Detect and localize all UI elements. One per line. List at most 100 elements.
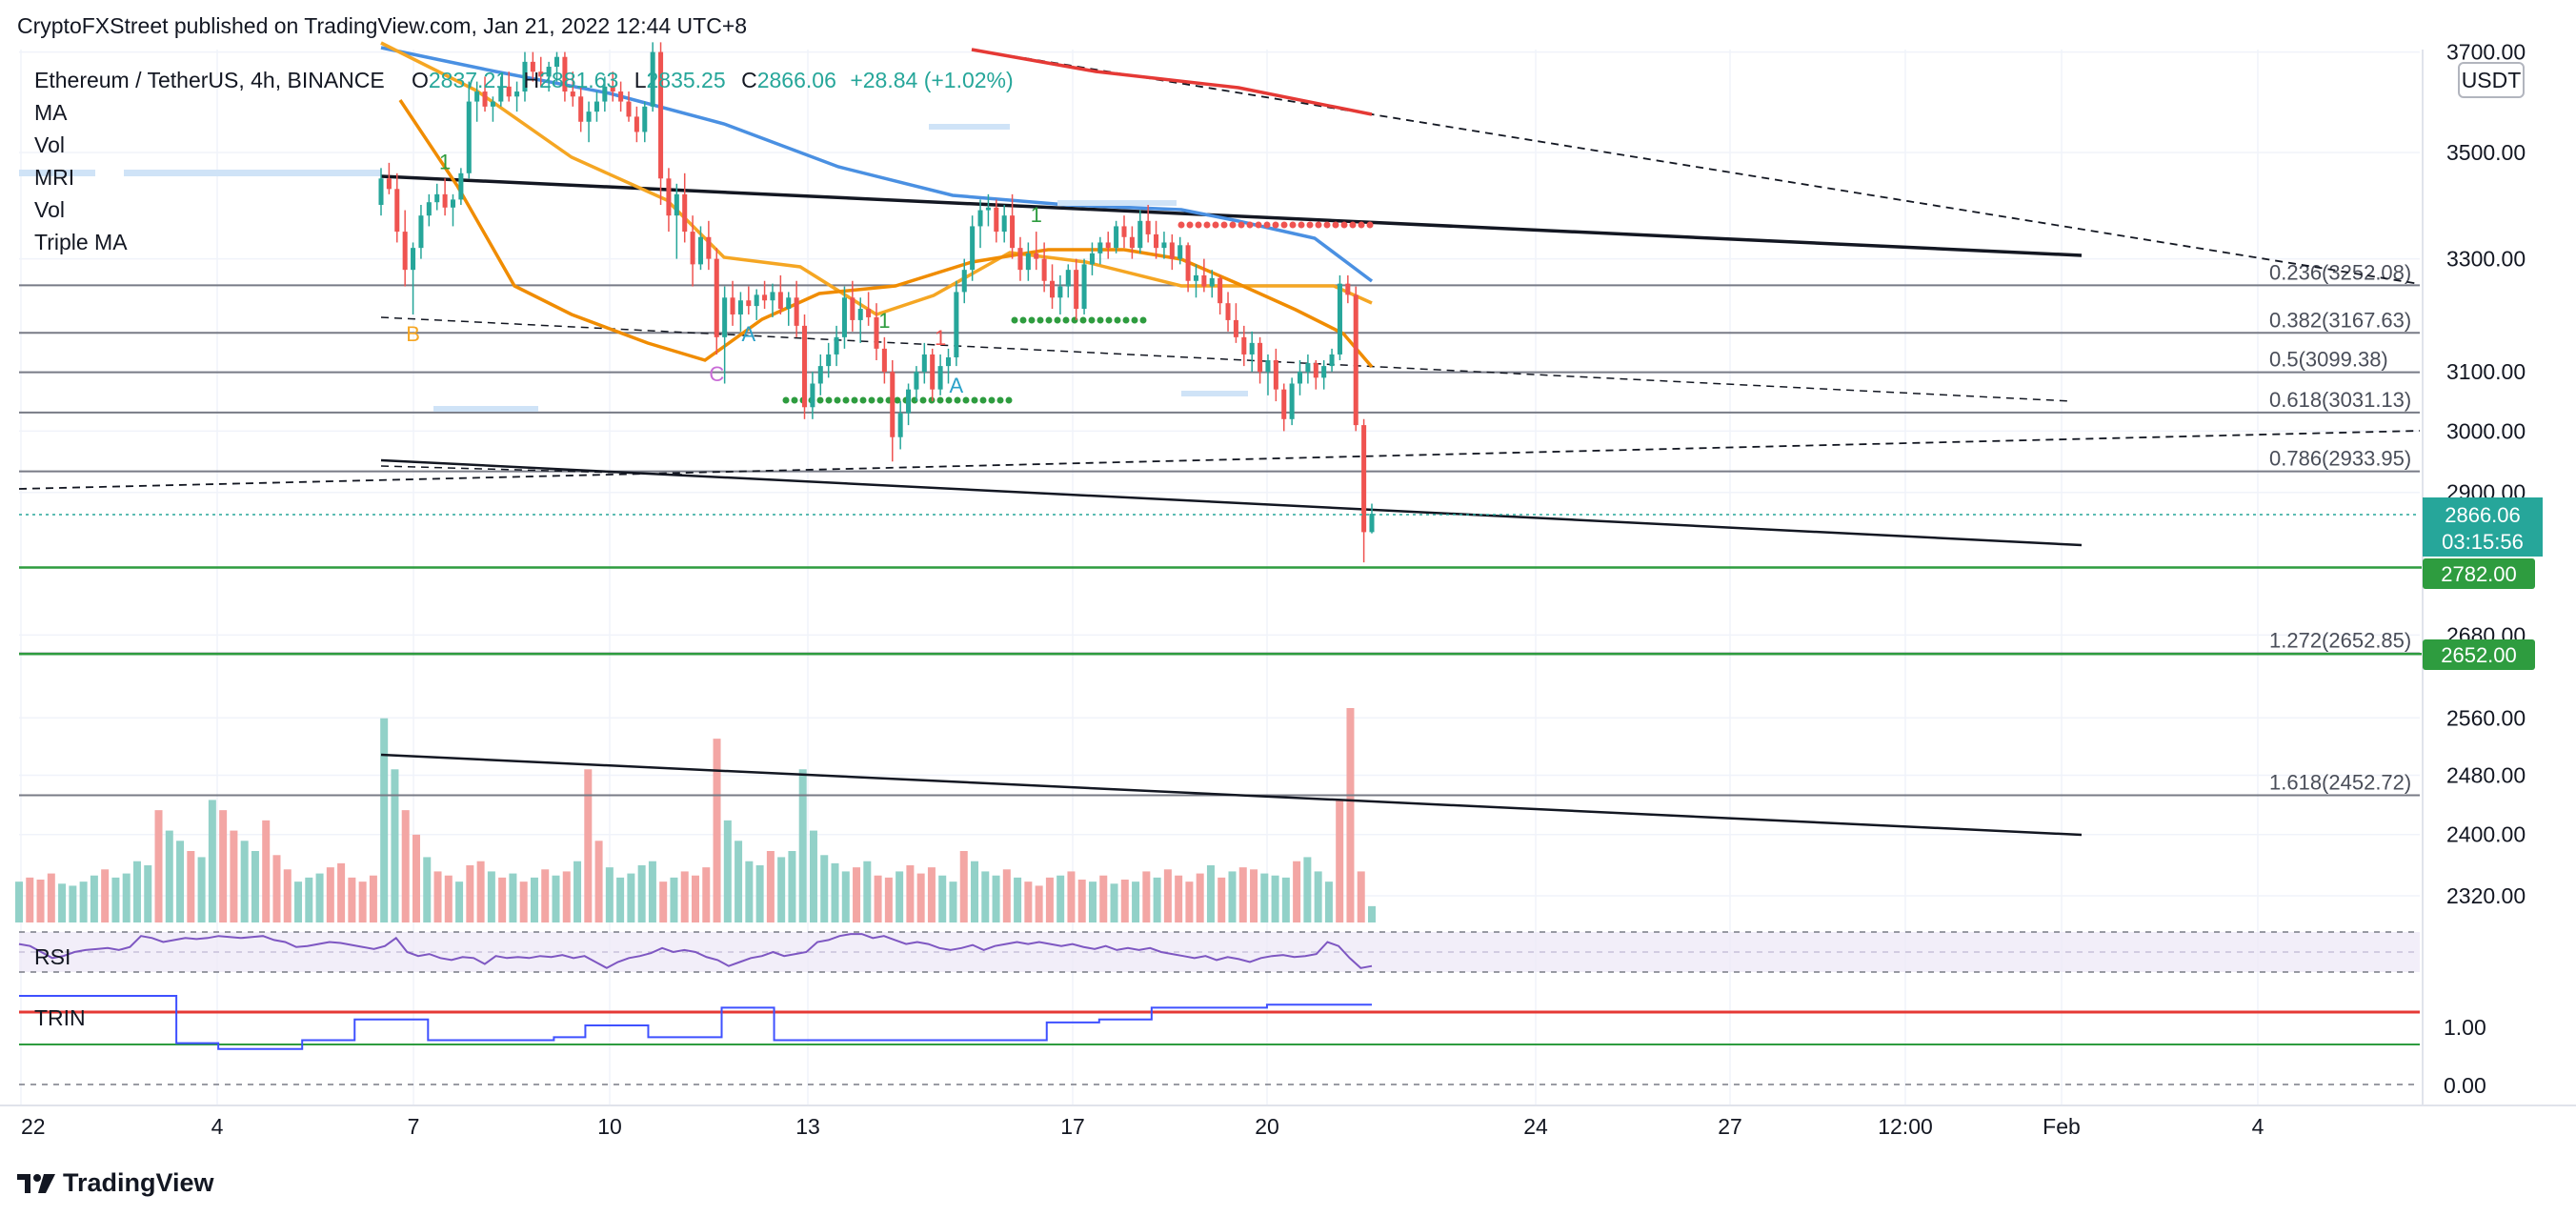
volume-bar (637, 865, 646, 922)
volume-bar (69, 885, 77, 922)
volume-bar (831, 862, 839, 922)
resistance-dot (1340, 221, 1348, 229)
support-dot (1019, 316, 1027, 324)
candle-body (1258, 342, 1263, 373)
price-axis[interactable]: 3700.003500.003300.003100.003000.002900.… (2446, 40, 2526, 908)
candle-body (770, 292, 775, 301)
volume-bar (594, 841, 603, 922)
currency-box[interactable]: USDT (2458, 62, 2525, 98)
support-dot (1045, 316, 1053, 324)
trin-line (19, 995, 1372, 1050)
candle-body (578, 96, 584, 122)
support-dot (979, 396, 987, 404)
volume-bar (723, 820, 732, 922)
support-dot (971, 396, 978, 404)
candle-body (1169, 242, 1175, 259)
candle-body (866, 309, 872, 317)
footer-brand[interactable]: TradingView (17, 1168, 214, 1198)
candle-body (1137, 220, 1143, 249)
volume-bar (938, 875, 947, 922)
volume-bar (176, 841, 185, 922)
candle-body (857, 309, 863, 320)
volume-bar (863, 861, 872, 922)
candle-body (1041, 258, 1047, 281)
legend-indicator-mri[interactable]: MRI (34, 165, 74, 190)
volume-bar (1175, 875, 1183, 922)
candle-body (674, 193, 679, 216)
candle-body (538, 71, 544, 77)
volume-bar (1206, 865, 1215, 922)
support-dot (1005, 396, 1013, 404)
legend-o-label: O (412, 68, 429, 92)
candle-body (1298, 372, 1303, 384)
candle-body (1001, 215, 1007, 233)
candle-body (697, 236, 703, 265)
candle-body (1129, 236, 1135, 249)
candle-body (722, 297, 728, 337)
candle-body (1225, 303, 1231, 320)
ma-red-line (971, 48, 1373, 116)
volume-bar (294, 882, 303, 922)
candle-body (954, 292, 959, 357)
volume-bar (981, 871, 990, 922)
legend-o-value: 2837.21 (429, 68, 508, 92)
candle-body (930, 354, 936, 390)
legend-h-value: 2881.63 (539, 68, 618, 92)
support-dot (988, 396, 996, 404)
legend-indicator-triple-ma[interactable]: Triple MA (34, 230, 128, 254)
volume-bar (1153, 877, 1161, 922)
candle-body (586, 111, 592, 122)
legend-indicator-ma[interactable]: MA (34, 100, 68, 125)
volume-bar (358, 882, 367, 922)
volume-bar (1271, 875, 1279, 922)
candle-body (746, 300, 752, 307)
volume-bar (777, 857, 786, 922)
candle-body (737, 300, 743, 314)
support-levels (19, 566, 2423, 656)
volume-bar (26, 877, 34, 922)
volume-bar (766, 851, 775, 922)
volume-bar (1024, 882, 1033, 922)
candle-body (1361, 425, 1367, 533)
signal-label: 1 (439, 150, 451, 173)
candle-body (1017, 248, 1023, 271)
candle-body (1057, 286, 1063, 298)
price-tick-label: 2320.00 (2446, 883, 2526, 908)
volume-bar (1035, 885, 1043, 922)
candle-body (1233, 319, 1238, 337)
level-tag-1: 2782.00 (2423, 558, 2535, 589)
candle-body (602, 86, 608, 102)
legend-h-label: H (523, 68, 539, 92)
volume-bar (412, 834, 420, 922)
trin-tick-1: 1.00 (2444, 1015, 2486, 1040)
volume-bar (1218, 877, 1226, 922)
volume-bar (1368, 905, 1376, 922)
candle-body (921, 354, 927, 373)
legend-indicator-vol[interactable]: Vol (34, 132, 65, 157)
volume-bar (1002, 869, 1011, 922)
candle-body (1265, 360, 1271, 373)
candle-body (482, 91, 488, 107)
legend-indicator-vol-2[interactable]: Vol (34, 197, 65, 222)
trin-pane-label: TRIN (34, 1005, 86, 1030)
candlesticks (378, 42, 1375, 563)
time-axis[interactable]: 22 4 7 10 13 17 20 24 27 12:00 Feb 4 (21, 1114, 2264, 1139)
volume-bar (1260, 873, 1269, 922)
trin-line-group (19, 995, 1372, 1050)
volume-bar (906, 865, 915, 922)
candle-body (881, 348, 887, 373)
support-dot (936, 396, 944, 404)
currency-label: USDT (2462, 68, 2522, 92)
candle-body (1337, 283, 1342, 355)
candle-body (1105, 242, 1111, 249)
support-dot (782, 396, 790, 404)
candle-body (450, 199, 455, 208)
resistance-dot (1229, 221, 1237, 229)
rsi-line (18, 933, 1373, 969)
resistance-dot (1358, 221, 1365, 229)
resistance-dot (1195, 221, 1202, 229)
legend-change: +28.84 (+1.02%) (850, 68, 1013, 92)
volume-bar (230, 830, 238, 922)
highlight-bars (19, 124, 1248, 412)
